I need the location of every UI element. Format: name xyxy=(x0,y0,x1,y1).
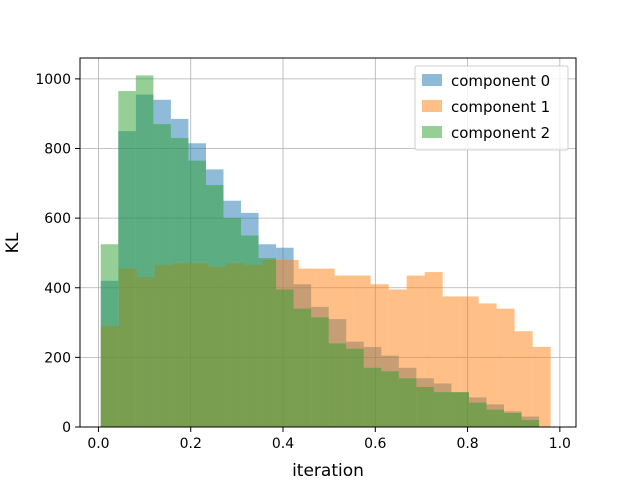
bar-series-2-bin-0 xyxy=(100,244,119,427)
x-tick-label-2: 0.4 xyxy=(272,436,294,452)
plot-frame xyxy=(79,57,577,428)
legend-label-0: component 0 xyxy=(451,72,550,90)
bar-series-2-bin-9 xyxy=(258,258,277,427)
y-tick-label-1: 200 xyxy=(44,350,71,366)
bar-series-1-bin-22 xyxy=(496,308,515,427)
x-tick-label-1: 0.2 xyxy=(180,436,202,452)
x-tick-label-5: 1.0 xyxy=(549,436,571,452)
legend: component 0 component 1 component 2 xyxy=(414,65,569,151)
x-tick-label-3: 0.6 xyxy=(364,436,386,452)
bar-series-2-bin-24 xyxy=(521,420,540,427)
x-axis-label: iteration xyxy=(292,461,364,480)
bar-series-2-bin-17 xyxy=(398,378,417,427)
bar-series-2-bin-21 xyxy=(468,402,487,427)
bar-series-2-bin-3 xyxy=(153,124,171,427)
series-2-bars xyxy=(100,75,540,428)
legend-swatch-0 xyxy=(422,74,442,86)
bar-series-2-bin-13 xyxy=(328,343,347,427)
histogram-bars xyxy=(100,75,551,428)
y-axis-label: KL xyxy=(3,232,23,253)
bar-series-2-bin-5 xyxy=(188,160,206,427)
bar-series-2-bin-16 xyxy=(381,371,399,427)
bar-series-2-bin-19 xyxy=(433,392,452,427)
bar-series-2-bin-7 xyxy=(223,218,242,427)
bar-series-1-bin-21 xyxy=(478,303,497,427)
bar-series-2-bin-6 xyxy=(205,185,224,427)
bar-series-2-bin-18 xyxy=(416,386,434,427)
legend-label-1: component 1 xyxy=(451,98,550,116)
bar-series-2-bin-2 xyxy=(135,75,154,427)
bar-series-2-bin-14 xyxy=(346,348,364,427)
y-axis-ticks: 0 200 400 600 800 1000 xyxy=(35,72,80,436)
legend-box xyxy=(414,65,569,151)
y-tick-label-3: 600 xyxy=(44,211,71,227)
legend-label-2: component 2 xyxy=(451,124,550,142)
legend-swatch-2 xyxy=(422,126,442,138)
bar-series-1-bin-23 xyxy=(514,331,533,427)
y-tick-label-0: 0 xyxy=(62,420,71,436)
bar-series-2-bin-4 xyxy=(170,138,189,427)
bar-series-2-bin-1 xyxy=(118,91,136,428)
x-axis-ticks: 0.0 0.2 0.4 0.6 0.8 1.0 xyxy=(87,427,571,452)
y-tick-label-4: 800 xyxy=(44,142,71,158)
legend-swatch-1 xyxy=(422,100,442,112)
bar-series-2-bin-10 xyxy=(276,289,294,427)
bar-series-2-bin-12 xyxy=(311,317,329,427)
y-tick-label-2: 400 xyxy=(44,281,71,297)
bar-series-1-bin-24 xyxy=(532,346,551,427)
x-tick-label-0: 0.0 xyxy=(87,436,109,452)
x-tick-label-4: 0.8 xyxy=(456,436,478,452)
y-tick-label-5: 1000 xyxy=(35,72,71,88)
bar-series-2-bin-8 xyxy=(241,235,259,427)
bar-series-2-bin-20 xyxy=(451,392,469,427)
bar-series-2-bin-15 xyxy=(363,367,382,427)
bar-series-2-bin-22 xyxy=(486,409,505,427)
bar-series-2-bin-23 xyxy=(504,413,522,427)
bar-series-2-bin-11 xyxy=(293,308,312,427)
